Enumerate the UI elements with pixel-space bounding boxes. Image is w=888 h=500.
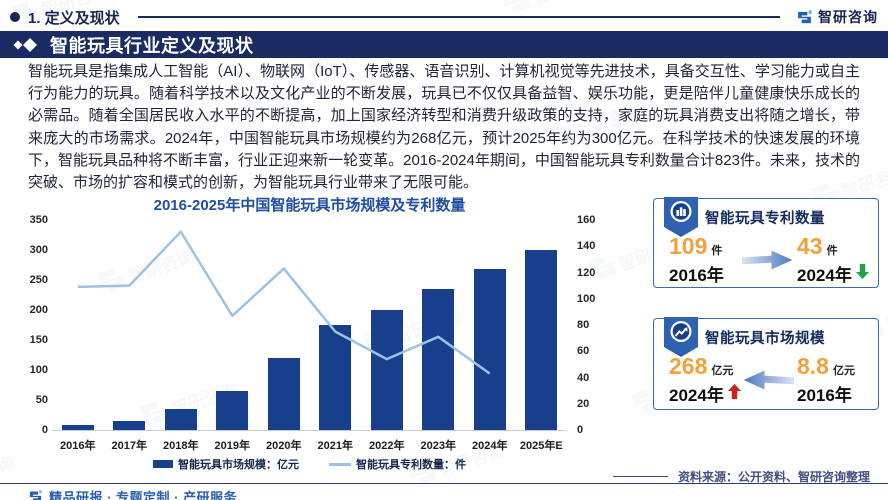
axis-tick: 250 bbox=[29, 274, 48, 286]
stat-year: 2024年 bbox=[669, 386, 724, 405]
stat-2024-patents: 43 件 2024年 bbox=[797, 235, 869, 286]
x-label-2024年: 2024年 bbox=[472, 440, 508, 452]
brand-lockup: 智研咨询 bbox=[796, 7, 878, 27]
legend-item: 智能玩具市场规模：亿元 bbox=[153, 456, 299, 472]
source-row: 资料来源：公开资料、智研咨询整理 bbox=[0, 468, 870, 485]
x-label-2022年: 2022年 bbox=[369, 440, 405, 452]
stat-unit: 件 bbox=[711, 245, 723, 257]
bar-chart-badge-icon bbox=[664, 197, 698, 237]
axis-tick: 200 bbox=[29, 304, 48, 316]
stat-value: 8.8 bbox=[797, 353, 829, 379]
stat-unit: 亿元 bbox=[711, 365, 734, 377]
axis-tick: 100 bbox=[29, 364, 48, 376]
stat-unit: 亿元 bbox=[832, 365, 855, 377]
axis-tick: 120 bbox=[577, 266, 596, 279]
stat-year: 2016年 bbox=[669, 266, 724, 285]
brand-name: 智研咨询 bbox=[818, 9, 878, 25]
x-label-2020年: 2020年 bbox=[266, 440, 302, 452]
source-dash bbox=[612, 476, 668, 477]
axis-tick: 300 bbox=[29, 244, 48, 256]
bar-2025年E bbox=[525, 250, 558, 430]
trend-up-icon bbox=[727, 383, 741, 404]
line-swatch-icon bbox=[329, 462, 351, 466]
bar-swatch-icon bbox=[153, 460, 173, 468]
bar-2016年 bbox=[61, 424, 94, 430]
body-paragraph: 智能玩具是指集成人工智能（AI）、物联网（IoT）、传感器、语音识别、计算机视觉… bbox=[28, 63, 860, 192]
patent-stat-card: 智能玩具专利数量 109 件 2016年 43 件 2024年 bbox=[653, 197, 879, 288]
x-label-2017年: 2017年 bbox=[111, 440, 147, 452]
axis-tick: 140 bbox=[577, 240, 596, 253]
axis-tick: 40 bbox=[577, 371, 590, 384]
axis-tick: 20 bbox=[577, 397, 590, 410]
legend-label: 智能玩具市场规模：亿元 bbox=[178, 459, 299, 471]
card-stats: 268 亿元 2024年 8.8 亿元 2016年 bbox=[654, 355, 878, 406]
brand-logo-icon bbox=[798, 9, 812, 23]
page-footer: 精品研报 · 专题定制 · 产研服务 bbox=[28, 487, 237, 500]
axis-tick: 50 bbox=[35, 394, 48, 406]
trend-chart-badge-icon bbox=[664, 317, 698, 357]
page-header: 1. 定义及现状 智研咨询 bbox=[10, 6, 878, 28]
header-rule bbox=[137, 16, 780, 18]
stat-2016-market: 8.8 亿元 2016年 bbox=[797, 355, 855, 406]
title-banner: 智能玩具行业定义及现状 bbox=[0, 31, 888, 58]
x-label-2016年: 2016年 bbox=[60, 440, 96, 452]
axis-tick: 350 bbox=[29, 214, 48, 226]
bar-2017年 bbox=[113, 421, 146, 430]
market-stat-card: 智能玩具市场规模 268 亿元 2024年 8.8 亿元 2016年 bbox=[653, 317, 879, 410]
axis-tick: 80 bbox=[577, 319, 590, 331]
chart-plot bbox=[52, 220, 567, 431]
axis-tick: 0 bbox=[41, 424, 48, 436]
bar-2020年 bbox=[267, 358, 300, 430]
banner-title: 智能玩具行业定义及现状 bbox=[50, 35, 254, 56]
stat-2024-market: 268 亿元 2024年 bbox=[669, 355, 741, 406]
x-label-2019年: 2019年 bbox=[214, 440, 250, 452]
footer-logo-icon bbox=[29, 490, 42, 500]
legend-item: 智能玩具专利数量：件 bbox=[329, 456, 466, 472]
axis-tick: 0 bbox=[577, 424, 584, 436]
bullet-icon bbox=[10, 12, 20, 22]
stat-value: 268 bbox=[669, 353, 708, 379]
card-stats: 109 件 2016年 43 件 2024年 bbox=[654, 235, 878, 286]
chart: 2016-2025年中国智能玩具市场规模及专利数量 智能玩具市场规模：亿元 智能玩… bbox=[28, 194, 644, 478]
stat-value: 43 bbox=[797, 233, 823, 259]
bar-2019年 bbox=[216, 391, 249, 430]
bar-2023年 bbox=[422, 289, 455, 430]
source-note: 资料来源：公开资料、智研咨询整理 bbox=[677, 470, 870, 484]
x-label-2023年: 2023年 bbox=[420, 440, 456, 452]
diamond-icon bbox=[13, 37, 37, 52]
bar-2022年 bbox=[370, 310, 403, 430]
transition-arrow-icon bbox=[742, 250, 793, 270]
footer-divider bbox=[0, 483, 888, 484]
stat-value: 109 bbox=[669, 233, 708, 259]
stat-unit: 件 bbox=[826, 245, 838, 257]
axis-tick: 60 bbox=[577, 345, 590, 358]
legend-label: 智能玩具专利数量：件 bbox=[356, 459, 466, 471]
bar-2021年 bbox=[319, 325, 352, 430]
stat-year: 2024年 bbox=[797, 266, 852, 285]
footer-tagline: 精品研报 · 专题定制 · 产研服务 bbox=[49, 490, 238, 500]
chart-title: 2016-2025年中国智能玩具市场规模及专利数量 bbox=[153, 197, 466, 214]
axis-tick: 100 bbox=[577, 292, 596, 305]
axis-tick: 160 bbox=[577, 214, 596, 226]
stat-2016-patents: 109 件 2016年 bbox=[669, 235, 724, 286]
trend-down-icon bbox=[855, 263, 869, 284]
card-title: 智能玩具专利数量 bbox=[705, 211, 825, 227]
x-label-2021年: 2021年 bbox=[317, 440, 353, 452]
transition-arrow-icon bbox=[743, 370, 794, 390]
x-label-2025年E: 2025年E bbox=[519, 440, 563, 452]
bar-2024年 bbox=[473, 269, 506, 430]
bar-2018年 bbox=[164, 409, 197, 430]
chart-legend: 智能玩具市场规模：亿元 智能玩具专利数量：件 bbox=[52, 456, 567, 472]
card-title: 智能玩具市场规模 bbox=[705, 331, 825, 347]
section-label: 1. 定义及现状 bbox=[28, 9, 120, 27]
axis-tick: 150 bbox=[29, 334, 48, 346]
stat-year: 2016年 bbox=[797, 386, 852, 405]
x-label-2018年: 2018年 bbox=[163, 440, 199, 452]
patent-count-line bbox=[77, 230, 491, 375]
